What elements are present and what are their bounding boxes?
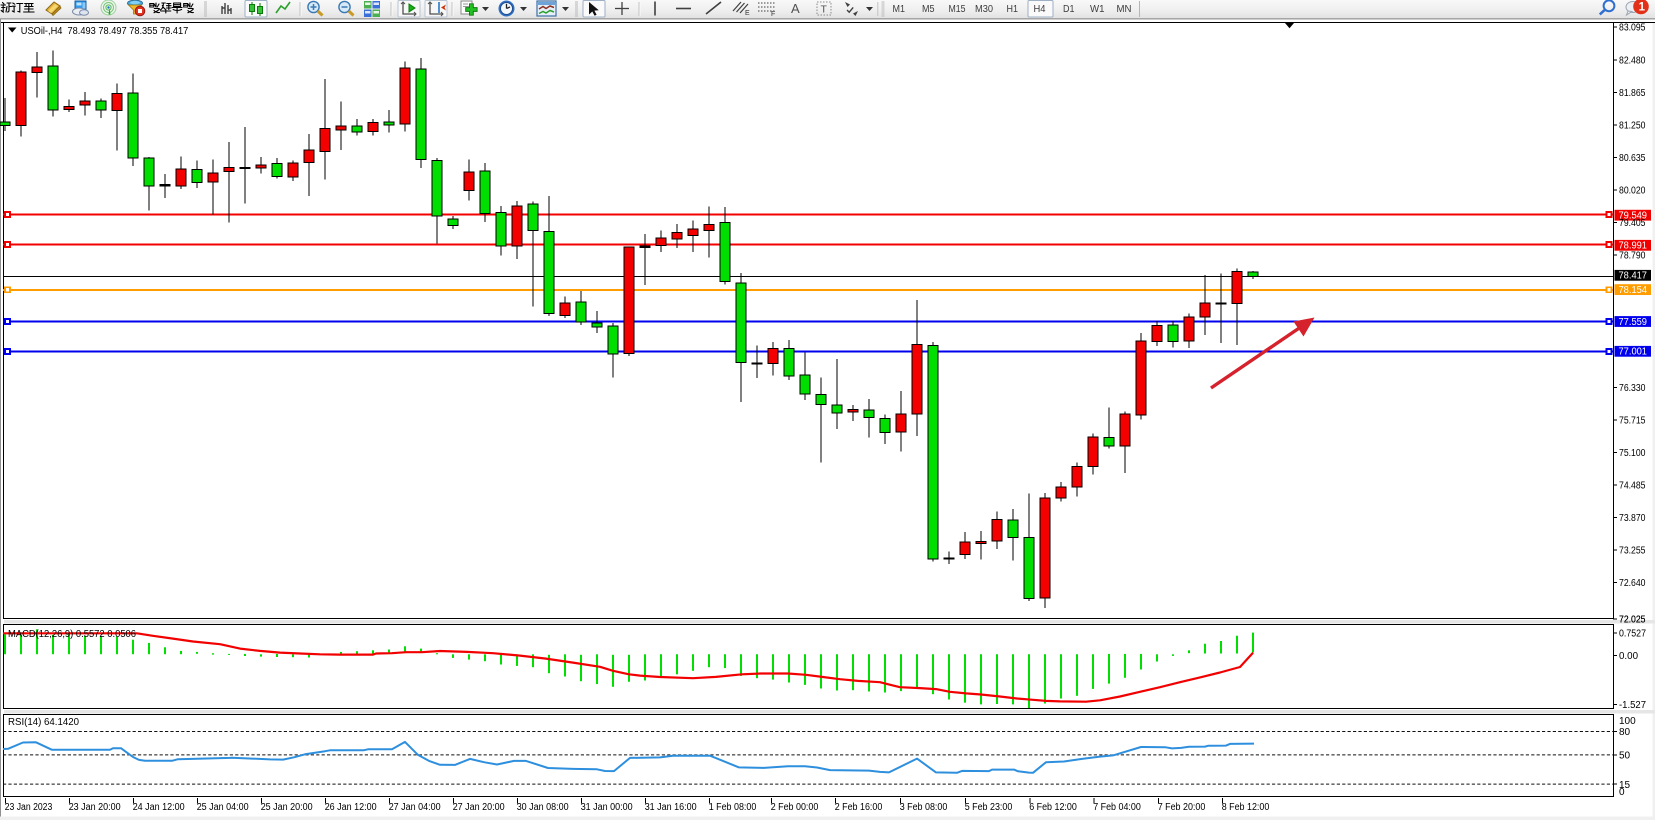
- svg-text:77.001: 77.001: [1619, 347, 1648, 358]
- svg-text:H1: H1: [1007, 4, 1019, 15]
- svg-text:76.330: 76.330: [1619, 383, 1646, 394]
- svg-text:0.7527: 0.7527: [1619, 628, 1646, 639]
- svg-text:MN: MN: [1117, 4, 1132, 15]
- svg-text:80.635: 80.635: [1619, 153, 1646, 164]
- svg-text:78.790: 78.790: [1619, 251, 1646, 262]
- svg-text:25 Jan 20:00: 25 Jan 20:00: [261, 802, 313, 813]
- svg-text:31 Jan 16:00: 31 Jan 16:00: [645, 802, 697, 813]
- svg-text:M30: M30: [975, 4, 993, 15]
- svg-text:78.154: 78.154: [1619, 285, 1648, 296]
- svg-text:26 Jan 12:00: 26 Jan 12:00: [325, 802, 377, 813]
- svg-text:72.025: 72.025: [1619, 615, 1646, 626]
- svg-text:8 Feb 12:00: 8 Feb 12:00: [1222, 802, 1270, 813]
- svg-text:31 Jan 00:00: 31 Jan 00:00: [581, 802, 633, 813]
- svg-text:3 Feb 08:00: 3 Feb 08:00: [900, 802, 948, 813]
- svg-text:RSI(14) 64.1420: RSI(14) 64.1420: [8, 717, 79, 728]
- svg-text:27 Jan 04:00: 27 Jan 04:00: [389, 802, 441, 813]
- svg-text:75.100: 75.100: [1619, 448, 1646, 459]
- svg-text:0: 0: [1619, 787, 1625, 798]
- svg-text:M5: M5: [922, 4, 935, 15]
- svg-text:F: F: [771, 11, 775, 18]
- svg-text:30 Jan 08:00: 30 Jan 08:00: [517, 802, 569, 813]
- svg-text:6 Feb 12:00: 6 Feb 12:00: [1029, 802, 1077, 813]
- svg-text:USOil-,H4 78.493 78.497 78.35: USOil-,H4 78.493 78.497 78.355 78.417: [21, 26, 189, 37]
- svg-text:H4: H4: [1034, 4, 1046, 15]
- svg-text:83.095: 83.095: [1619, 23, 1646, 34]
- svg-text:7 Feb 04:00: 7 Feb 04:00: [1093, 802, 1141, 813]
- svg-text:80.020: 80.020: [1619, 186, 1646, 197]
- svg-text:77.559: 77.559: [1619, 317, 1648, 328]
- svg-text:81.865: 81.865: [1619, 88, 1646, 99]
- svg-text:72.025: 72.025: [1619, 615, 1646, 626]
- svg-text:23 Jan 20:00: 23 Jan 20:00: [69, 802, 121, 813]
- svg-text:72.640: 72.640: [1619, 578, 1646, 589]
- svg-text:15: 15: [1619, 780, 1631, 791]
- svg-text:T: T: [821, 4, 828, 16]
- svg-text:79.405: 79.405: [1619, 218, 1646, 229]
- svg-text:W1: W1: [1090, 4, 1105, 15]
- svg-text:27 Jan 20:00: 27 Jan 20:00: [453, 802, 505, 813]
- svg-text:MACD(12,26,9) 0.5572 0.0506: MACD(12,26,9) 0.5572 0.0506: [8, 629, 136, 640]
- svg-text:-1.527: -1.527: [1619, 700, 1646, 711]
- svg-text:1 Feb 08:00: 1 Feb 08:00: [709, 802, 757, 813]
- svg-text:A: A: [791, 1, 800, 16]
- svg-text:M15: M15: [949, 4, 966, 15]
- svg-text:5 Feb 23:00: 5 Feb 23:00: [965, 802, 1013, 813]
- svg-text:0.00: 0.00: [1619, 651, 1638, 662]
- svg-text:80: 80: [1619, 727, 1631, 738]
- svg-text:74.485: 74.485: [1619, 481, 1646, 492]
- svg-text:25 Jan 04:00: 25 Jan 04:00: [197, 802, 249, 813]
- svg-text:24 Jan 12:00: 24 Jan 12:00: [133, 802, 185, 813]
- svg-text:100: 100: [1619, 716, 1636, 727]
- svg-text:1: 1: [1639, 2, 1646, 14]
- svg-text:E: E: [745, 10, 750, 17]
- svg-text:M1: M1: [893, 4, 906, 15]
- svg-text:2 Feb 16:00: 2 Feb 16:00: [835, 802, 883, 813]
- svg-text:81.250: 81.250: [1619, 121, 1646, 132]
- svg-text:73.255: 73.255: [1619, 546, 1646, 557]
- svg-text:D1: D1: [1063, 4, 1075, 15]
- svg-text:78.991: 78.991: [1619, 241, 1648, 252]
- svg-text:23 Jan 2023: 23 Jan 2023: [5, 802, 53, 813]
- svg-text:73.870: 73.870: [1619, 513, 1646, 524]
- svg-text:78.417: 78.417: [1619, 271, 1648, 282]
- svg-text:79.549: 79.549: [1619, 211, 1648, 222]
- svg-text:75.715: 75.715: [1619, 416, 1646, 427]
- svg-text:50: 50: [1619, 750, 1631, 761]
- svg-text:82.480: 82.480: [1619, 56, 1646, 67]
- svg-text:7 Feb 20:00: 7 Feb 20:00: [1158, 802, 1206, 813]
- svg-text:2 Feb 00:00: 2 Feb 00:00: [771, 802, 819, 813]
